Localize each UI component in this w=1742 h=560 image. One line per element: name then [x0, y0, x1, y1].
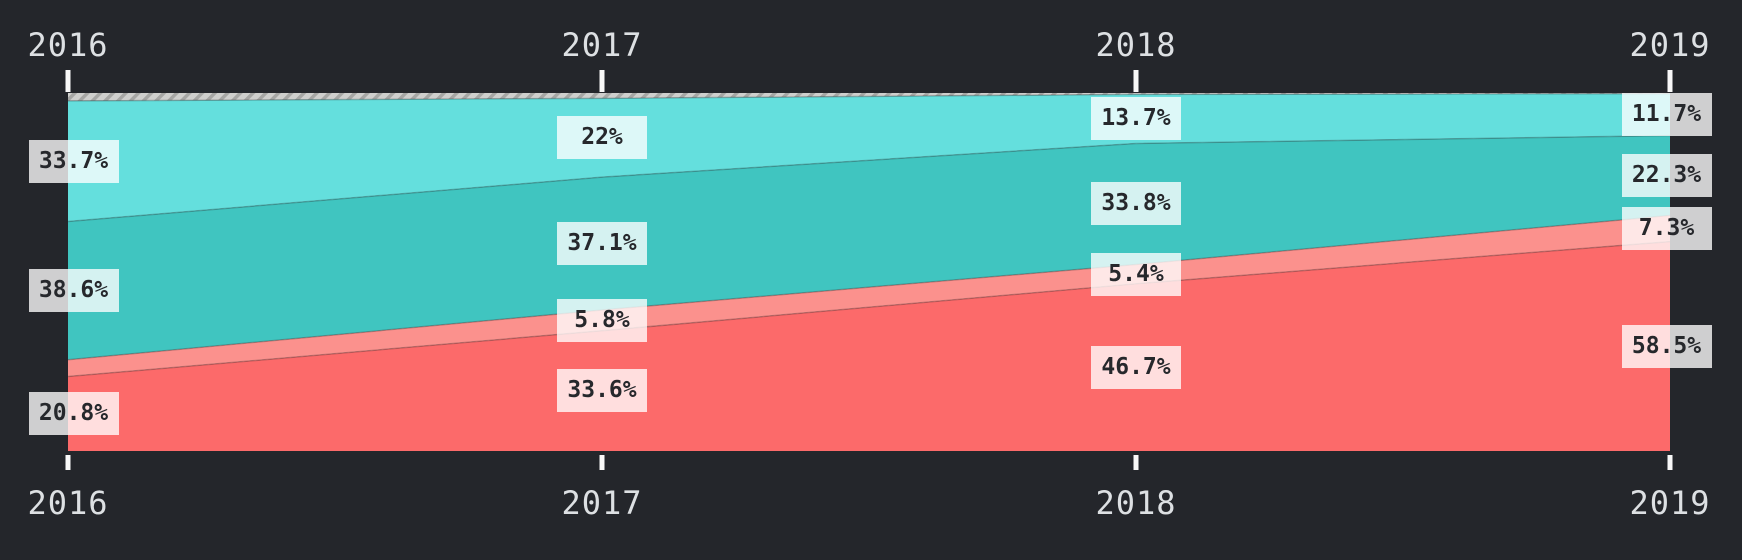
axis-label-top-2019: 2019	[1629, 26, 1711, 64]
area-band-hatched-gray	[68, 93, 1670, 101]
boundary-below-pink	[67, 240, 1671, 378]
boundary-below-teal	[67, 214, 1671, 361]
value-label-red-2016: 20.8%	[28, 392, 119, 436]
axis-label-bottom-2019: 2019	[1629, 484, 1711, 522]
area-band-teal	[68, 135, 1670, 360]
value-label-red-2019: 58.5%	[1621, 324, 1712, 368]
value-label-cyan-2017: 22%	[557, 116, 647, 160]
value-label-teal-2017: 37.1%	[557, 222, 647, 266]
value-label-pink-2018: 5.4%	[1091, 252, 1181, 296]
value-label-teal-2018: 33.8%	[1091, 182, 1181, 226]
bottom-tick-2019	[1667, 455, 1673, 470]
value-label-teal-2019: 22.3%	[1621, 154, 1712, 198]
axis-label-bottom-2017: 2017	[561, 484, 643, 522]
axis-label-top-2017: 2017	[561, 26, 643, 64]
boundary-below-hatched-gray	[67, 92, 1671, 102]
bottom-tick-2017	[599, 455, 605, 470]
top-tick-2019	[1667, 70, 1673, 92]
area-band-cyan	[68, 93, 1670, 222]
value-label-pink-2019: 7.3%	[1621, 207, 1712, 250]
value-label-teal-2016: 38.6%	[28, 269, 119, 313]
axis-label-bottom-2018: 2018	[1095, 484, 1177, 522]
axis-ticks	[65, 70, 1673, 470]
value-label-cyan-2019: 11.7%	[1621, 93, 1712, 137]
axis-label-top-2018: 2018	[1095, 26, 1177, 64]
bottom-tick-2016	[65, 455, 71, 470]
top-tick-2017	[599, 70, 605, 92]
top-tick-2016	[65, 70, 71, 92]
bottom-tick-2018	[1133, 455, 1139, 470]
band-boundaries	[67, 92, 1671, 378]
axis-label-top-2016: 2016	[27, 26, 109, 64]
area-band-pink	[68, 215, 1670, 377]
axis-label-bottom-2016: 2016	[27, 484, 109, 522]
plot-areas	[68, 93, 1670, 451]
area-band-red	[68, 241, 1670, 451]
value-label-pink-2017: 5.8%	[557, 298, 647, 342]
value-label-red-2017: 33.6%	[557, 369, 647, 413]
value-label-cyan-2016: 33.7%	[28, 139, 119, 183]
top-tick-2018	[1133, 70, 1139, 92]
boundary-below-cyan	[67, 134, 1671, 223]
value-label-cyan-2018: 13.7%	[1091, 97, 1181, 141]
value-label-red-2018: 46.7%	[1091, 345, 1181, 389]
